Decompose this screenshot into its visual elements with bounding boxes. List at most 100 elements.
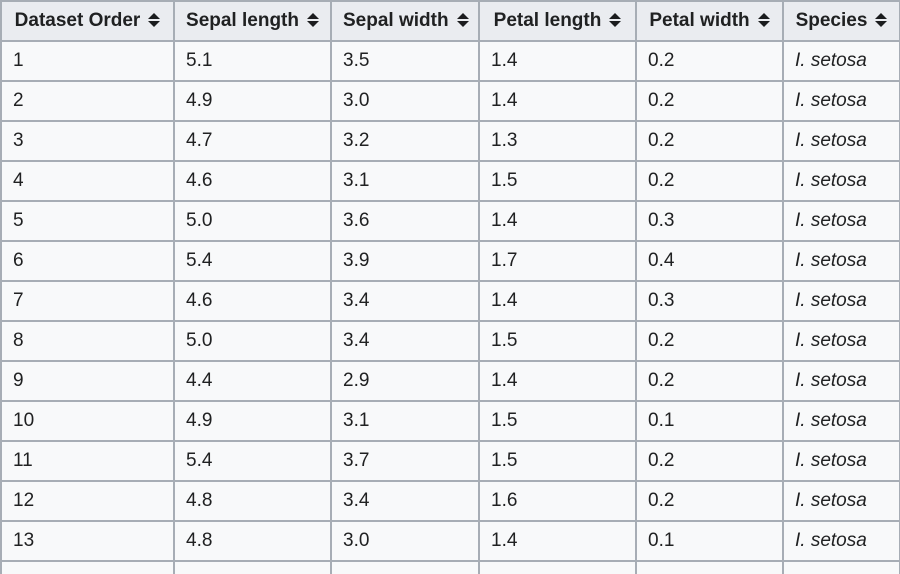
cell-sepal-length: 4.6 — [173, 280, 332, 322]
column-header-label: Species — [795, 9, 868, 31]
cell-petal-width: 0.1 — [635, 400, 784, 442]
column-header-label: Petal length — [493, 9, 602, 31]
cell-petal-width-empty — [635, 560, 784, 574]
table-row: 13 4.8 3.0 1.4 0.1 I. setosa — [0, 520, 900, 562]
cell-sepal-length: 5.4 — [173, 440, 332, 482]
cell-dataset-order: 4 — [0, 160, 175, 202]
cell-petal-width: 0.2 — [635, 440, 784, 482]
column-header-sepal-length[interactable]: Sepal length — [173, 0, 332, 42]
cell-petal-length: 1.4 — [478, 520, 637, 562]
cell-sepal-width: 3.1 — [330, 160, 480, 202]
sort-icon — [456, 12, 469, 27]
cell-sepal-width: 3.1 — [330, 400, 480, 442]
cell-species: I. setosa — [782, 160, 900, 202]
cell-petal-width: 0.2 — [635, 80, 784, 122]
cell-dataset-order: 11 — [0, 440, 175, 482]
cell-species: I. setosa — [782, 400, 900, 442]
cell-sepal-length-empty — [173, 560, 332, 574]
cell-petal-length: 1.4 — [478, 200, 637, 242]
sort-icon — [148, 12, 161, 27]
cell-petal-length: 1.4 — [478, 280, 637, 322]
table-row: 10 4.9 3.1 1.5 0.1 I. setosa — [0, 400, 900, 442]
column-header-label: Petal width — [649, 9, 750, 31]
cell-sepal-length: 4.9 — [173, 80, 332, 122]
cell-dataset-order: 9 — [0, 360, 175, 402]
cell-sepal-width: 2.9 — [330, 360, 480, 402]
cell-species-empty — [782, 560, 900, 574]
cell-sepal-width: 3.0 — [330, 520, 480, 562]
cell-petal-length: 1.5 — [478, 400, 637, 442]
cell-species: I. setosa — [782, 360, 900, 402]
cell-dataset-order: 5 — [0, 200, 175, 242]
cell-dataset-order: 2 — [0, 80, 175, 122]
cell-species: I. setosa — [782, 480, 900, 522]
cell-petal-width: 0.2 — [635, 480, 784, 522]
cell-sepal-length: 4.8 — [173, 520, 332, 562]
cell-dataset-order: 8 — [0, 320, 175, 362]
cell-petal-length: 1.4 — [478, 80, 637, 122]
cell-petal-width: 0.2 — [635, 160, 784, 202]
cell-species: I. setosa — [782, 200, 900, 242]
table-row: 7 4.6 3.4 1.4 0.3 I. setosa — [0, 280, 900, 322]
cell-petal-width: 0.2 — [635, 40, 784, 82]
cell-petal-width: 0.3 — [635, 280, 784, 322]
cell-sepal-width: 3.2 — [330, 120, 480, 162]
table-row: 3 4.7 3.2 1.3 0.2 I. setosa — [0, 120, 900, 162]
column-header-petal-width[interactable]: Petal width — [635, 0, 784, 42]
column-header-label: Sepal length — [186, 9, 299, 31]
cell-dataset-order: 10 — [0, 400, 175, 442]
cell-petal-length-empty — [478, 560, 637, 574]
table-row: 2 4.9 3.0 1.4 0.2 I. setosa — [0, 80, 900, 122]
cell-petal-width: 0.4 — [635, 240, 784, 282]
table-row: 9 4.4 2.9 1.4 0.2 I. setosa — [0, 360, 900, 402]
cell-sepal-width: 3.7 — [330, 440, 480, 482]
cell-species: I. setosa — [782, 280, 900, 322]
column-header-label: Dataset Order — [14, 9, 141, 31]
cell-sepal-length: 4.7 — [173, 120, 332, 162]
sort-icon — [875, 12, 888, 27]
cell-sepal-length: 4.4 — [173, 360, 332, 402]
cell-petal-length: 1.4 — [478, 40, 637, 82]
cell-dataset-order: 1 — [0, 40, 175, 82]
cell-petal-width: 0.2 — [635, 360, 784, 402]
column-header-petal-length[interactable]: Petal length — [478, 0, 637, 42]
sort-icon — [609, 12, 622, 27]
column-header-sepal-width[interactable]: Sepal width — [330, 0, 480, 42]
cell-species: I. setosa — [782, 240, 900, 282]
table-row: 12 4.8 3.4 1.6 0.2 I. setosa — [0, 480, 900, 522]
cell-sepal-width: 3.6 — [330, 200, 480, 242]
cell-petal-length: 1.6 — [478, 480, 637, 522]
cell-species: I. setosa — [782, 80, 900, 122]
cell-petal-width: 0.2 — [635, 320, 784, 362]
sort-icon — [757, 12, 770, 27]
cell-sepal-length: 4.9 — [173, 400, 332, 442]
cell-species: I. setosa — [782, 320, 900, 362]
cell-sepal-width: 3.4 — [330, 280, 480, 322]
cell-sepal-length: 5.0 — [173, 200, 332, 242]
column-header-species[interactable]: Species — [782, 0, 900, 42]
cell-petal-width: 0.3 — [635, 200, 784, 242]
cell-petal-length: 1.5 — [478, 160, 637, 202]
cell-sepal-length: 5.0 — [173, 320, 332, 362]
header-row: Dataset Order Sepal length Sepal width P… — [0, 0, 900, 42]
cell-sepal-width: 3.4 — [330, 320, 480, 362]
table-row: 11 5.4 3.7 1.5 0.2 I. setosa — [0, 440, 900, 482]
table-row-partial — [0, 560, 900, 574]
cell-sepal-width: 3.5 — [330, 40, 480, 82]
cell-sepal-width: 3.4 — [330, 480, 480, 522]
table-row: 5 5.0 3.6 1.4 0.3 I. setosa — [0, 200, 900, 242]
cell-sepal-length: 4.6 — [173, 160, 332, 202]
cell-species: I. setosa — [782, 40, 900, 82]
column-header-label: Sepal width — [343, 9, 449, 31]
cell-dataset-order: 6 — [0, 240, 175, 282]
table-row: 1 5.1 3.5 1.4 0.2 I. setosa — [0, 40, 900, 82]
cell-sepal-length: 4.8 — [173, 480, 332, 522]
table-body: 1 5.1 3.5 1.4 0.2 I. setosa 2 4.9 3.0 1.4 0.2 I. se… — [0, 40, 900, 574]
column-header-dataset-order[interactable]: Dataset Order — [0, 0, 175, 42]
cell-sepal-length: 5.4 — [173, 240, 332, 282]
cell-dataset-order: 13 — [0, 520, 175, 562]
cell-petal-length: 1.7 — [478, 240, 637, 282]
cell-species: I. setosa — [782, 120, 900, 162]
